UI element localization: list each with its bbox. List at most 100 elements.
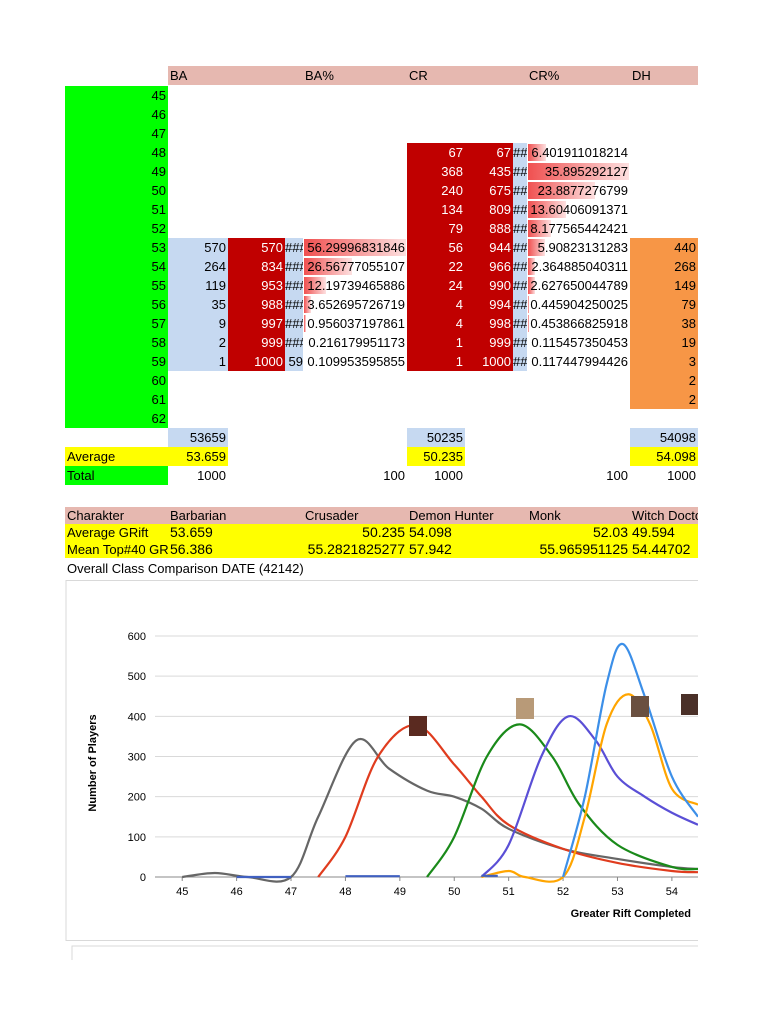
cell-value: ###: [285, 238, 303, 257]
cell-value: ##: [513, 333, 527, 352]
cell-value: ###: [285, 314, 303, 333]
cell-value: 368: [407, 162, 465, 181]
y-tick-label: 200: [128, 792, 146, 804]
cell-value: 994: [465, 295, 513, 314]
comparison-row-band: [65, 524, 698, 541]
data-bar: [528, 239, 545, 256]
cell-value: 4: [407, 314, 465, 333]
comparison-cell: 53.659: [170, 524, 213, 540]
cell-value: 13.60406091371: [530, 202, 628, 217]
cell-value: ##: [513, 219, 527, 238]
comparison-cell: 52.03: [592, 524, 628, 540]
column-header: CR%: [529, 68, 560, 83]
cell-value: 35.895292127: [544, 164, 628, 179]
cell-value: 953: [228, 276, 285, 295]
cell-value: 2: [630, 390, 698, 409]
comparison-row-band: [65, 541, 698, 558]
cell-value: ##: [513, 200, 527, 219]
portrait-icon: [681, 694, 698, 715]
cell-value: 3.652695726719: [307, 297, 405, 312]
cell-value: ###: [285, 295, 303, 314]
x-tick-label: 47: [285, 886, 297, 898]
cell-value: 12.19739465886: [307, 278, 405, 293]
comparison-header: Monk: [529, 508, 561, 523]
cell-value: 4: [407, 295, 465, 314]
row-label: 46: [151, 107, 166, 122]
data-bar: [528, 144, 546, 161]
row-label: 49: [151, 164, 166, 179]
total-cell: 1000: [667, 468, 696, 483]
cell-value: 56: [407, 238, 465, 257]
y-tick-label: 100: [128, 832, 146, 844]
y-tick-label: 300: [128, 752, 146, 764]
comparison-cell: 55.965951125: [539, 541, 629, 557]
cell-value: 119: [168, 276, 228, 295]
series-line: [317, 724, 698, 878]
cell-value: 809: [465, 200, 513, 219]
sheet: BA BA% CR CR% DH 45 46 47 48 49 50 51 52 53 54 55 56 57 58…: [65, 66, 698, 960]
data-bar: [528, 201, 567, 218]
data-bar: [528, 182, 596, 199]
series-line: [236, 874, 498, 879]
cell-value: ##: [513, 257, 527, 276]
portrait-icon: [631, 696, 649, 717]
x-tick-label: 53: [611, 886, 623, 898]
row-label: 60: [151, 373, 166, 388]
row-label: 62: [151, 411, 166, 426]
portrait-icons: [409, 694, 698, 736]
cell-value: 5.90823131283: [537, 240, 628, 255]
row-label: 50: [151, 183, 166, 198]
frame-edge: [71, 945, 698, 960]
cell-value: ###: [285, 333, 303, 352]
comparison-header: Charakter: [67, 508, 125, 523]
cell-value: 2.627650044789: [530, 278, 628, 293]
cell-value: 67: [465, 143, 513, 162]
row-label: 58: [151, 335, 166, 350]
column-header: BA: [170, 68, 188, 83]
header-band: [168, 66, 698, 85]
comparison-header-band: [65, 507, 698, 524]
cell-value: 1000: [465, 352, 513, 371]
cell-value: ###: [285, 276, 303, 295]
data-bar: [304, 296, 311, 313]
cell-value: 675: [465, 181, 513, 200]
row-label: 57: [151, 316, 166, 331]
cell-value: 999: [465, 333, 513, 352]
cell-value: ##: [513, 352, 527, 371]
cell-value: 59: [285, 352, 303, 371]
series-line: [426, 723, 698, 878]
cell-value: 23.8877276799: [537, 183, 628, 198]
average-cell: 53.659: [168, 447, 228, 466]
cell-value: 834: [228, 257, 285, 276]
sum-cell: 50235: [407, 428, 465, 447]
data-bar: [304, 277, 327, 294]
cell-value: 35: [168, 295, 228, 314]
cell-value: ##: [513, 295, 527, 314]
data-bar: [528, 163, 629, 180]
cell-value: 3: [630, 352, 698, 371]
cell-value: ##: [513, 181, 527, 200]
series-line: [481, 693, 698, 883]
data-bar: [528, 277, 536, 294]
cell-value: 22: [407, 257, 465, 276]
data-bar: [528, 315, 530, 332]
comparison-cell: 55.2821825277: [307, 541, 405, 557]
y-axis-title: Number of Players: [87, 714, 99, 811]
cell-value: 26.56777055107: [307, 259, 405, 274]
x-tick-label: 54: [666, 886, 678, 898]
cell-value: 570: [228, 238, 285, 257]
caption: Overall Class Comparison DATE (42142): [67, 561, 304, 576]
cell-value: 2: [630, 371, 698, 390]
row-label: 61: [151, 392, 166, 407]
cell-value: 888: [465, 219, 513, 238]
cell-value: 0.956037197861: [307, 316, 405, 331]
sum-cell: 53659: [168, 428, 228, 447]
cell-value: 570: [168, 238, 228, 257]
x-tick-label: 52: [557, 886, 569, 898]
cell-value: ###: [285, 257, 303, 276]
cell-value: 268: [630, 257, 698, 276]
cell-value: 264: [168, 257, 228, 276]
comparison-cell: 56.386: [170, 541, 213, 557]
column-header: DH: [632, 68, 651, 83]
row-label: 56: [151, 297, 166, 312]
